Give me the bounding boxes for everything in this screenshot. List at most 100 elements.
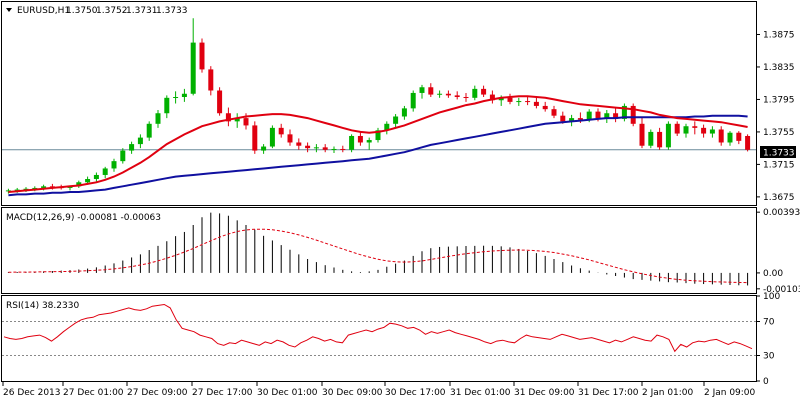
macd-signal-line [8, 228, 748, 284]
candle-body [525, 101, 531, 103]
candle [181, 88, 187, 102]
ma-slow-line [8, 114, 748, 197]
candle-body [516, 101, 522, 103]
candle [322, 144, 328, 153]
candle-body [428, 87, 434, 95]
ohlc-open: 1.3750 [66, 6, 98, 16]
rsi-tick-label: 100 [763, 292, 780, 302]
candle-body [384, 123, 390, 131]
ohlc-low: 1.3731 [126, 6, 158, 16]
candle-body [489, 94, 495, 101]
price-tick-label: 1.3795 [763, 95, 795, 105]
candle [630, 103, 636, 127]
symbol-title: EURUSD,H1 [17, 6, 70, 16]
macd-title: MACD(12,26,9) -0.00081 -0.00063 [6, 213, 161, 223]
candle-body [331, 148, 337, 150]
rsi-panel [1, 295, 757, 382]
candle [76, 180, 82, 188]
candle-body [49, 186, 55, 188]
candle-body [674, 123, 680, 134]
candle [736, 131, 742, 145]
candle [692, 121, 698, 135]
candle [463, 92, 469, 102]
candle-body [199, 42, 205, 70]
candle [225, 107, 231, 127]
candle [366, 137, 372, 150]
candle [296, 138, 302, 150]
macd-tick-label: 0.00 [763, 269, 783, 279]
candle [120, 148, 126, 164]
price-panel [1, 1, 757, 206]
candle-body [234, 118, 240, 122]
candle-body [287, 134, 293, 143]
candle-body [665, 123, 671, 148]
x-tick-label: 27 Dec 17:00 [192, 388, 253, 398]
candle [278, 123, 284, 138]
candle-body [542, 105, 548, 110]
candle-body [481, 88, 487, 95]
candle-body [463, 97, 469, 99]
candle-body [648, 131, 654, 146]
candle [313, 144, 319, 153]
candle-body [261, 146, 267, 151]
candle-body [76, 182, 82, 187]
candle [164, 95, 170, 119]
rsi-tick-label: 30 [763, 352, 775, 362]
candle-body [173, 97, 179, 99]
candle [525, 97, 531, 106]
candle-body [445, 93, 451, 96]
candle [516, 97, 522, 106]
candle-body [375, 130, 381, 141]
candle-body [577, 118, 583, 120]
svg-text:1.3733: 1.3733 [763, 149, 795, 159]
macd-panel [1, 207, 757, 294]
x-tick-label: 30 Dec 17:00 [385, 388, 446, 398]
ma-fast-line [8, 95, 748, 193]
x-tick-label: 2 Jan 01:00 [642, 388, 694, 398]
candle-body [14, 189, 20, 191]
price-tick-label: 1.3755 [763, 128, 795, 138]
x-tick-label: 30 Dec 01:00 [257, 388, 318, 398]
candle-body [437, 93, 443, 95]
candle-body [93, 174, 99, 180]
candle-body [313, 147, 319, 149]
candle-body [630, 105, 636, 124]
candle-body [357, 135, 363, 143]
candle [701, 124, 707, 138]
candle [384, 121, 390, 135]
x-tick-label: 27 Dec 01:00 [63, 388, 124, 398]
candle-body [243, 118, 249, 126]
candle [454, 91, 460, 100]
candle-body [639, 123, 645, 146]
candle [674, 121, 680, 136]
candle [269, 125, 275, 149]
current-price-tag: 1.3733 [760, 146, 796, 159]
ohlc-close: 1.3733 [156, 6, 188, 16]
candle-body [533, 101, 539, 106]
candle [445, 90, 451, 98]
x-tick-label: 31 Dec 17:00 [578, 388, 639, 398]
candle-body [322, 147, 328, 150]
rsi-title: RSI(14) 38.2330 [6, 301, 79, 311]
dropdown-triangle-icon[interactable] [6, 8, 12, 12]
x-tick-label: 30 Dec 09:00 [322, 388, 383, 398]
candle [428, 83, 434, 98]
candle [507, 93, 513, 105]
candle-body [129, 144, 135, 151]
candle-body [102, 168, 108, 175]
candle [551, 105, 557, 119]
x-tick-label: 26 Dec 2013 [3, 388, 61, 398]
candle [331, 146, 337, 154]
candle-body [252, 125, 258, 151]
candle [208, 66, 214, 96]
candle-body [340, 148, 346, 150]
candle [727, 131, 733, 146]
candle [709, 126, 715, 138]
candle-body [23, 188, 29, 190]
candle [102, 166, 108, 179]
candle-body [225, 113, 231, 122]
candle [745, 134, 751, 152]
candle [349, 134, 355, 153]
candle-body [208, 69, 214, 91]
